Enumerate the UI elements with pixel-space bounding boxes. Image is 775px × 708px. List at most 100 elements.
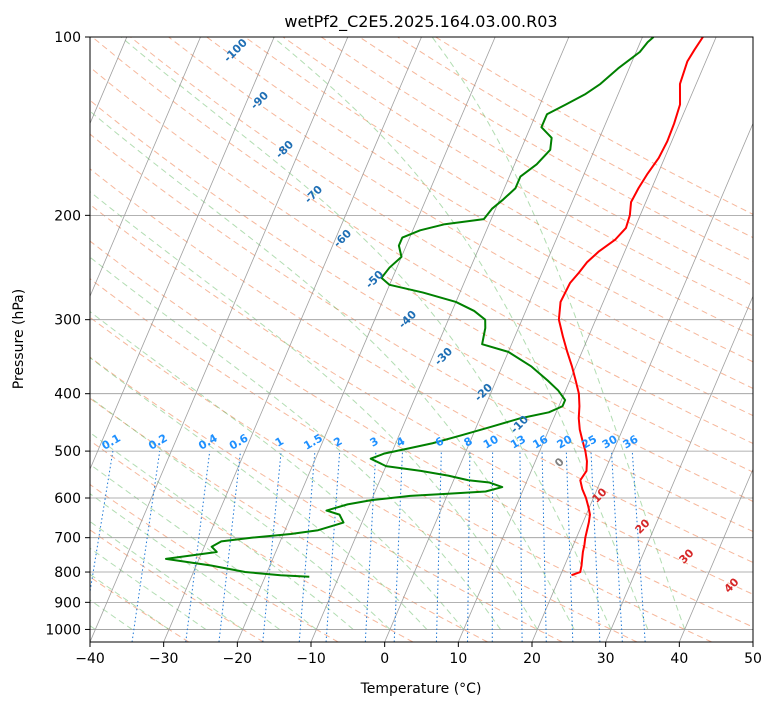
moist-adiabat-line (90, 520, 243, 630)
adiabat-label: 10 (590, 485, 610, 505)
moist-adiabat-line (90, 256, 501, 630)
mixing-ratio-label: 36 (621, 432, 641, 451)
moist-adiabat-line (431, 37, 686, 630)
y-tick-label: 500 (54, 444, 81, 460)
dry-adiabat-line (90, 356, 563, 642)
isotherm-line (90, 37, 201, 298)
y-tick-label: 700 (54, 531, 81, 547)
mixing-ratio-label: 16 (530, 432, 550, 451)
isotherm-line (457, 37, 717, 642)
dry-adiabat-line (90, 203, 753, 595)
x-tick-label: −20 (223, 651, 253, 667)
mixing-ratio-label: 6 (433, 434, 446, 449)
isotherm-line (752, 640, 753, 642)
isotherm-line (163, 37, 422, 642)
mixing-ratio-line (90, 451, 114, 595)
moist-adiabat-line (90, 310, 465, 630)
dry-adiabat-line (90, 133, 753, 533)
plot-frame (89, 36, 754, 643)
mixing-ratio-line (185, 451, 211, 642)
isotherm-line (310, 37, 570, 642)
dry-adiabat-line (90, 483, 339, 642)
adiabat-label: 0 (552, 455, 567, 470)
y-tick-label: 600 (54, 491, 81, 507)
isotherm-line (605, 295, 753, 642)
mixing-ratio-line (590, 451, 601, 642)
dry-adiabat-line (90, 240, 753, 628)
isotherm-line (236, 37, 496, 642)
moist-adiabat-line (90, 493, 280, 630)
moist-adiabat-line (90, 547, 207, 630)
moist-adiabat-line (90, 431, 354, 630)
x-tick-label: −40 (75, 651, 105, 667)
dry-adiabat-line (90, 278, 712, 642)
dry-adiabat-line (130, 37, 753, 417)
x-tick-label: 30 (597, 651, 615, 667)
adiabat-label: -50 (363, 268, 386, 291)
x-tick-label: 40 (670, 651, 688, 667)
x-tick-label: 10 (449, 651, 467, 667)
temperature-profile (557, 37, 704, 577)
chart-title: wetPf2_C2E5.2025.164.03.00.R03 (284, 12, 557, 32)
adiabat-label: -90 (248, 89, 271, 112)
x-tick-label: −30 (149, 651, 179, 667)
x-tick-label: 50 (744, 651, 762, 667)
mixing-ratio-line (610, 451, 623, 642)
mixing-ratio-label: 4 (394, 434, 407, 449)
mixing-ratio-label: 1 (273, 435, 286, 450)
mixing-ratio-line (631, 451, 646, 642)
x-axis-label: Temperature (°C) (360, 681, 482, 697)
adiabat-label: 20 (633, 516, 653, 536)
dry-adiabat-line (359, 37, 753, 262)
dry-adiabat-line (91, 37, 753, 445)
x-axis: −40 −30 −20 −10 0 10 20 30 40 50 (75, 642, 762, 667)
mixing-ratio-label: 2 (331, 435, 344, 450)
dry-adiabat-line (90, 576, 190, 642)
y-axis: 100 200 300 400 500 600 700 800 900 1000 (45, 30, 90, 638)
dry-adiabat-line (90, 440, 414, 642)
adiabat-label: -80 (273, 138, 296, 161)
mixing-ratio-line (565, 451, 574, 642)
dry-adiabat-line (282, 37, 753, 312)
moist-adiabat-line (90, 396, 391, 630)
dry-adiabat-line (90, 316, 638, 642)
adiabat-label: -60 (331, 227, 354, 250)
moist-adiabat-line (90, 573, 170, 630)
mixing-ratio-line (364, 451, 377, 642)
dewpoint-profile (164, 37, 655, 578)
mixing-ratio-line (131, 451, 161, 642)
adiabat-label: -40 (396, 308, 419, 331)
mixing-ratio-label: 20 (555, 432, 575, 451)
mixing-ratio-label: 25 (579, 433, 599, 452)
dry-adiabat-line (90, 397, 488, 642)
mixing-ratio-line (435, 451, 442, 642)
y-tick-label: 1000 (45, 622, 81, 638)
y-tick-label: 100 (54, 30, 81, 46)
y-tick-label: 200 (54, 208, 81, 224)
y-tick-label: 300 (54, 313, 81, 329)
background-line-labels: 0.1 0.2 0.4 0.6 1 1.5 2 3 4 6 8 10 13 16 20 25 30 36-100-… (99, 36, 741, 596)
dry-adiabat-line (244, 37, 753, 337)
moist-adiabat-line (272, 37, 649, 630)
adiabat-label: -30 (432, 345, 455, 368)
mixing-ratio-label: 13 (508, 433, 528, 452)
moist-adiabat-line (90, 357, 428, 630)
moist-adiabat-line (120, 37, 612, 630)
y-tick-label: 400 (54, 387, 81, 403)
mixing-ratio-label: 0.4 (196, 431, 220, 452)
adiabat-label: 30 (677, 546, 697, 566)
mixing-ratio-label: 0.2 (146, 432, 169, 453)
data-series (164, 37, 704, 578)
mixing-ratio-label: 3 (368, 435, 381, 450)
isotherm-line (384, 37, 643, 642)
y-tick-label: 800 (54, 565, 81, 581)
adiabat-label: -100 (221, 36, 250, 65)
adiabat-label: -20 (472, 381, 495, 404)
mixing-ratio-line (519, 451, 523, 642)
dry-adiabat-line (90, 529, 264, 642)
dry-adiabat-line (168, 37, 753, 389)
moist-adiabat-line (90, 463, 317, 630)
grid-lines (90, 37, 753, 642)
isotherm-line (90, 37, 275, 471)
